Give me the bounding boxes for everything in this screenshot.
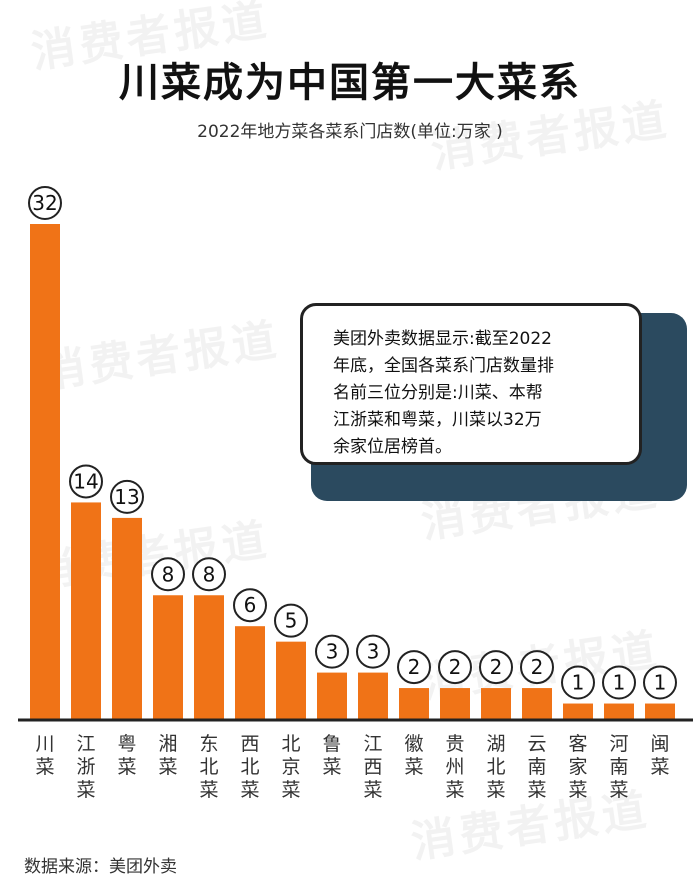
data-label: 2 <box>408 655 421 679</box>
bar <box>604 703 634 719</box>
x-tick-label: 湘菜 <box>158 733 177 778</box>
bar <box>399 688 429 719</box>
data-label: 2 <box>490 655 503 679</box>
bar <box>522 688 552 719</box>
data-label: 3 <box>326 640 339 664</box>
x-tick-label: 江西菜 <box>363 733 382 801</box>
data-label: 8 <box>162 562 175 586</box>
x-tick-label: 河南菜 <box>609 733 628 801</box>
bar <box>153 595 183 719</box>
data-label-circle <box>356 634 390 669</box>
data-label-circle <box>397 650 431 685</box>
callout-line: 江浙菜和粤菜，川菜以32万 <box>333 410 542 430</box>
x-tick-label: 徽菜 <box>404 733 423 778</box>
callout-line: 年底，全国各菜系门店数量排 <box>333 356 554 376</box>
callout-line: 名前三位分别是:川菜、本帮 <box>333 383 543 403</box>
callout-line: 余家位居榜首。 <box>333 437 452 457</box>
data-label-circle <box>151 557 185 592</box>
data-label-circle <box>28 186 62 220</box>
x-tick-label: 鲁菜 <box>322 733 341 778</box>
data-label-circle <box>643 665 677 700</box>
data-label: 1 <box>572 671 585 695</box>
x-tick-label: 粤菜 <box>117 733 136 778</box>
x-tick-label: 云南菜 <box>527 733 546 801</box>
bar <box>112 517 142 719</box>
bar <box>71 502 101 719</box>
x-tick-label: 东北菜 <box>199 733 218 801</box>
source-note: 数据来源：美团外卖 <box>24 857 177 877</box>
bar <box>317 672 347 719</box>
data-label: 2 <box>449 655 462 679</box>
data-label: 3 <box>367 640 380 664</box>
bar <box>358 672 388 719</box>
x-tick-label: 北京菜 <box>281 733 300 801</box>
bar <box>235 626 265 719</box>
data-label: 2 <box>531 655 544 679</box>
data-label: 32 <box>32 191 57 215</box>
data-label: 6 <box>244 593 257 617</box>
bar <box>481 688 511 719</box>
data-label: 14 <box>73 469 98 493</box>
data-label-circle <box>561 665 595 700</box>
x-tick-label: 闽菜 <box>650 733 669 778</box>
bar <box>645 703 675 719</box>
bar <box>194 595 224 719</box>
x-tick-label: 湖北菜 <box>486 733 505 801</box>
data-label: 1 <box>613 671 626 695</box>
data-label: 5 <box>285 609 298 633</box>
data-label-circle <box>438 650 472 685</box>
data-label-circle <box>192 557 226 592</box>
x-tick-label: 江浙菜 <box>76 733 95 801</box>
bar <box>563 703 593 719</box>
x-tick-label: 西北菜 <box>240 733 259 801</box>
data-label-circle <box>110 479 144 514</box>
data-label: 8 <box>203 562 216 586</box>
chart-subtitle: 2022年地方菜各菜系门店数(单位:万家 ) <box>197 122 503 142</box>
data-label-circle <box>520 650 554 685</box>
data-label-circle <box>479 650 513 685</box>
x-tick-label: 客家菜 <box>568 733 587 801</box>
callout-box: 美团外卖数据显示:截至2022 年底，全国各菜系门店数量排 名前三位分别是:川菜… <box>300 303 642 465</box>
bar <box>440 688 470 719</box>
x-tick-label: 贵州菜 <box>445 733 464 801</box>
bar <box>30 224 60 719</box>
x-tick-label: 川菜 <box>35 733 54 778</box>
data-label-circle <box>233 588 267 623</box>
callout-line: 美团外卖数据显示:截至2022 <box>333 329 552 349</box>
data-label: 1 <box>654 671 667 695</box>
data-label-circle <box>315 634 349 669</box>
chart-title: 川菜成为中国第一大菜系 <box>119 60 581 106</box>
data-label: 13 <box>114 485 139 509</box>
data-label-circle <box>602 665 636 700</box>
data-label-circle <box>274 603 308 638</box>
bar <box>276 641 306 719</box>
data-label-circle <box>69 464 103 499</box>
